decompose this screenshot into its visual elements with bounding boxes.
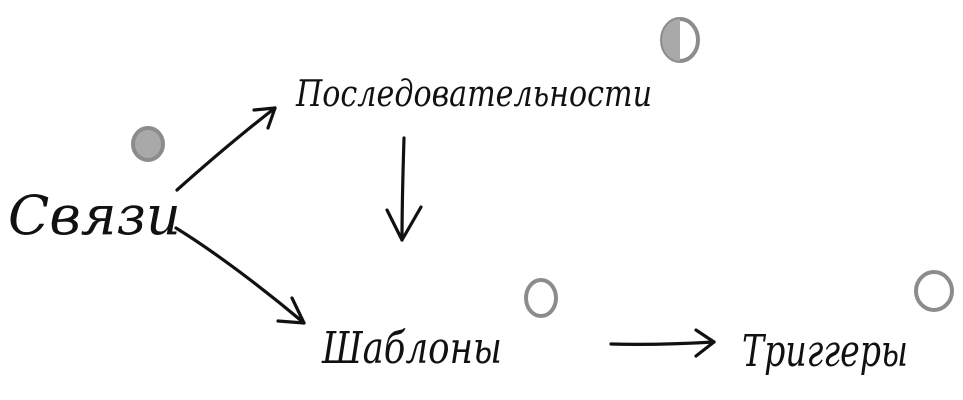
status-marker-posledovatelnosti-half (660, 17, 700, 63)
arrow-shablony-to-triggery (609, 328, 716, 358)
node-label-svyazi: Связи (8, 184, 181, 247)
status-marker-triggery-empty (914, 270, 954, 312)
status-marker-shablony-empty (524, 278, 558, 318)
node-label-shablony: Шаблоны (321, 323, 502, 374)
status-marker-svyazi-filled (131, 126, 165, 162)
node-label-posledovatelnosti: Последовательности (295, 74, 652, 115)
arrow-svyazi-to-posledovatelnosti (175, 106, 277, 192)
arrow-svyazi-to-shablony (174, 226, 306, 325)
arrow-posledovatelnosti-to-shablony (385, 136, 423, 242)
node-label-triggery: Триггеры (742, 326, 908, 377)
